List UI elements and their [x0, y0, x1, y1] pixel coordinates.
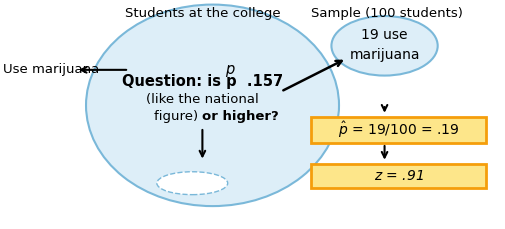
FancyBboxPatch shape: [311, 117, 485, 143]
Text: Question: is p  .157: Question: is p .157: [122, 74, 282, 89]
Text: $z$ = .91: $z$ = .91: [373, 169, 423, 183]
Ellipse shape: [157, 172, 227, 195]
Text: Sample (100 students): Sample (100 students): [311, 7, 462, 20]
Text: Use marijuana: Use marijuana: [3, 63, 98, 76]
Text: $\hat{p}$ = 19/100 = .19: $\hat{p}$ = 19/100 = .19: [337, 120, 459, 140]
Ellipse shape: [86, 5, 338, 206]
Text: (like the national: (like the national: [146, 93, 258, 106]
Text: Students at the college: Students at the college: [124, 7, 280, 20]
Text: 19 use: 19 use: [361, 28, 407, 43]
Text: p: p: [225, 62, 234, 77]
Text: figure): figure): [154, 110, 202, 123]
Ellipse shape: [331, 16, 437, 76]
Text: marijuana: marijuana: [348, 48, 419, 62]
Text: or higher?: or higher?: [202, 110, 279, 123]
FancyBboxPatch shape: [311, 164, 485, 188]
